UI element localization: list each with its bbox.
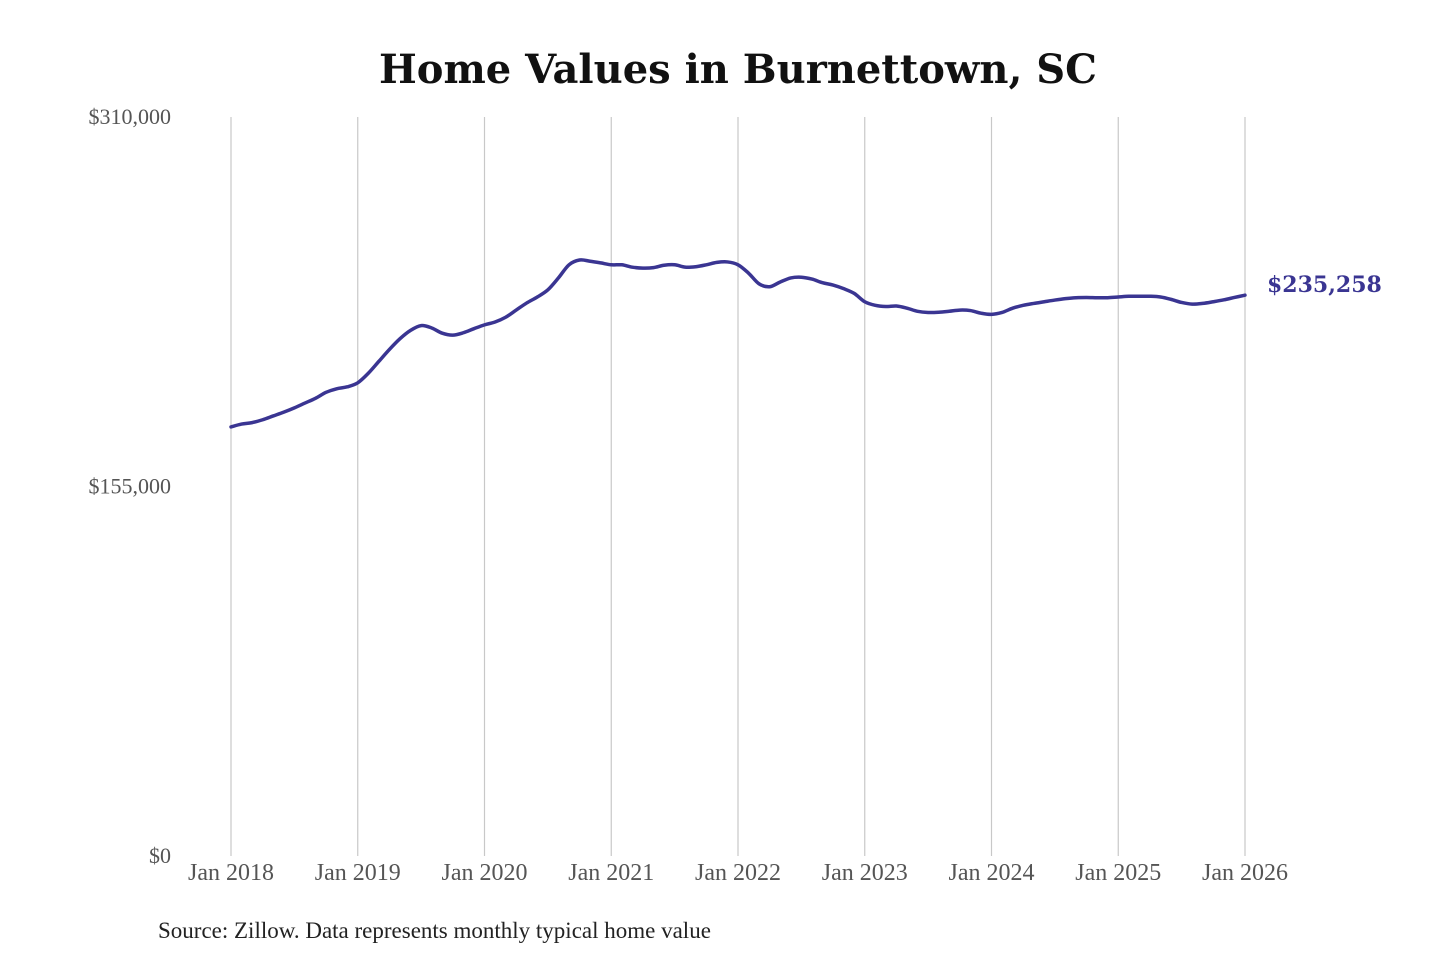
y-axis-ticks: $310,000 $155,000 $0	[89, 104, 172, 868]
series-layer	[229, 258, 1247, 429]
x-tick-label: Jan 2021	[568, 860, 654, 886]
series-line-0	[229, 258, 1247, 429]
x-tick-label: Jan 2025	[1075, 860, 1161, 886]
y-tick-label: $0	[149, 843, 171, 868]
x-tick-label: Jan 2026	[1202, 860, 1288, 886]
y-tick-label: $310,000	[89, 104, 172, 129]
source-note: Source: Zillow. Data represents monthly …	[158, 918, 711, 943]
x-tick-label: Jan 2018	[188, 860, 274, 886]
x-tick-label: Jan 2023	[822, 860, 908, 886]
x-tick-label: Jan 2020	[442, 860, 528, 886]
x-tick-label: Jan 2024	[949, 860, 1035, 886]
end-value-label: $235,258	[1267, 272, 1382, 298]
chart-title: Home Values in Burnettown, SC	[379, 46, 1097, 93]
x-tick-label: Jan 2019	[315, 860, 401, 886]
gridlines	[230, 117, 1246, 856]
x-axis-ticks: Jan 2018 Jan 2019 Jan 2020 Jan 2021 Jan 2022…	[188, 860, 1288, 886]
x-tick-label: Jan 2022	[695, 860, 781, 886]
y-tick-label: $155,000	[89, 474, 172, 499]
